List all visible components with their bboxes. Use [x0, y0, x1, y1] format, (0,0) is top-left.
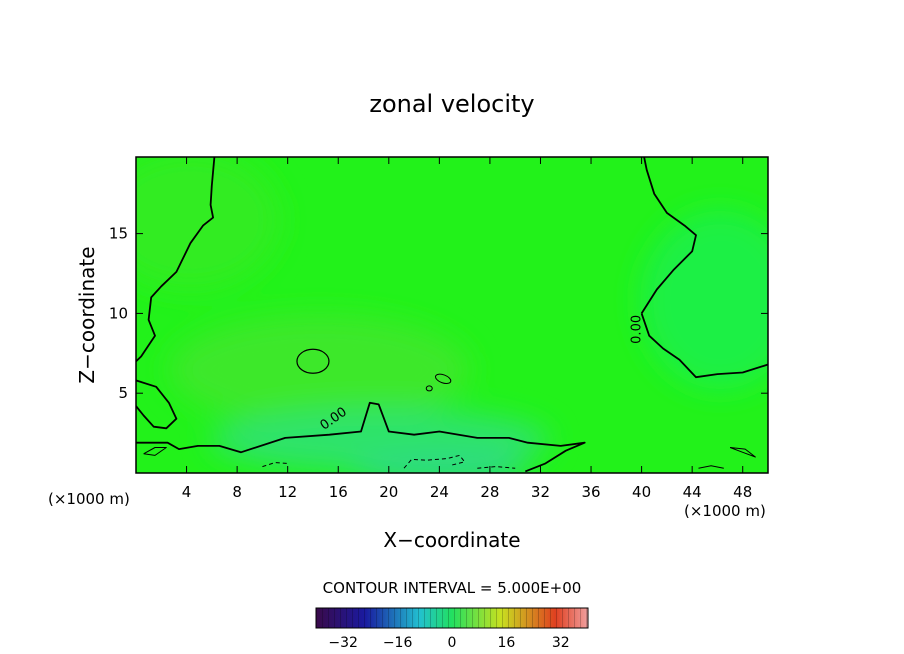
y-axis-label: Z−coordinate [75, 246, 99, 383]
x-tick-label: 32 [531, 483, 550, 501]
chart-title: zonal velocity [369, 90, 534, 118]
x-tick-label: 20 [379, 483, 398, 501]
colorbar-tick-labels: −32 −16 0 16 32 [328, 635, 569, 651]
y-tick-label: 15 [109, 225, 128, 243]
x-tick-label: 44 [683, 483, 702, 501]
y-tick-label: 5 [118, 384, 128, 402]
contour-lines: 0.000.00 [136, 157, 768, 473]
x-tick-label: 48 [733, 483, 752, 501]
contour-loop [296, 348, 330, 374]
contour-loop [143, 447, 167, 456]
x-tick-label: 40 [632, 483, 651, 501]
x-tick-label: 36 [581, 483, 600, 501]
colorbar-tick-label: −32 [328, 635, 358, 651]
x-axis-ticks: 4 8 12 16 20 24 28 32 36 40 44 48 [182, 157, 752, 501]
x-tick-label: 28 [480, 483, 499, 501]
colorbar-tick-label: 16 [497, 635, 515, 651]
plot-frame [135, 156, 769, 474]
x-axis-label: X−coordinate [383, 528, 520, 552]
x-unit-right: (×1000 m) [684, 502, 766, 520]
zero-contour-right [640, 157, 697, 314]
colorbar-tick-label: 0 [448, 635, 457, 651]
contour-interval-label: CONTOUR INTERVAL = 5.000E+00 [323, 579, 582, 597]
zero-contour-left-lobe [136, 379, 178, 430]
zero-contour-left [136, 157, 216, 362]
contour-loop [435, 373, 452, 384]
heatmap-field [136, 157, 768, 473]
dashed-contour [262, 462, 288, 468]
colorbar-tick-label: −16 [383, 635, 413, 651]
contour-label: 0.00 [629, 315, 644, 344]
colorbar: −32 −16 0 16 32 [315, 607, 589, 651]
colorbar-tick-label: 32 [552, 635, 570, 651]
y-axis-ticks: 5 10 15 [109, 225, 768, 402]
x-tick-label: 4 [182, 483, 192, 501]
contour-loop [698, 465, 724, 469]
x-tick-label: 16 [329, 483, 348, 501]
zero-contour-bottom [136, 401, 586, 473]
zero-contour-right-lower [640, 313, 768, 379]
x-tick-label: 24 [430, 483, 449, 501]
x-tick-label: 12 [278, 483, 297, 501]
contour-loop [425, 385, 433, 392]
y-tick-label: 10 [109, 304, 128, 322]
dashed-contour [477, 466, 516, 469]
contour-loop [729, 447, 756, 458]
x-unit-left: (×1000 m) [48, 490, 130, 508]
x-tick-label: 8 [232, 483, 242, 501]
